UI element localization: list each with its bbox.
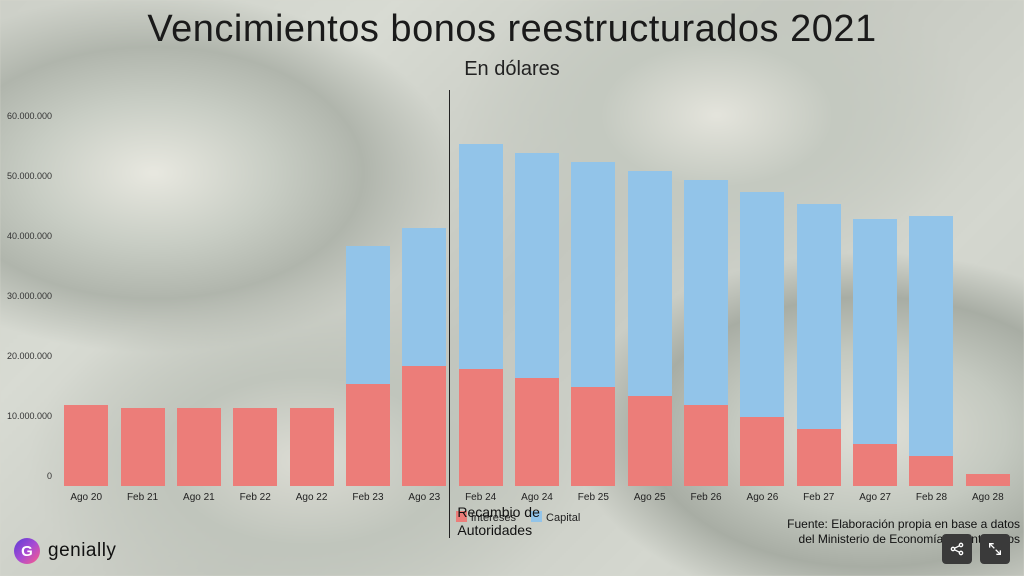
bar-slot [909,90,953,486]
genially-logo[interactable]: G genially [14,538,116,564]
chart-subtitle: En dólares [0,58,1024,81]
bar-segment-intereses [571,387,615,486]
bar-segment-intereses [233,408,277,486]
logo-text: genially [48,540,116,562]
bar-slot [346,90,390,486]
x-tick-label: Ago 23 [408,492,440,503]
bar-segment-capital [571,162,615,387]
y-tick-label: 30.000.000 [0,291,52,301]
x-tick-label: Ago 24 [521,492,553,503]
bar-segment-intereses [628,396,672,486]
x-tick-label: Feb 24 [465,492,496,503]
bar-slot [853,90,897,486]
x-tick-label: Ago 26 [747,492,779,503]
x-tick-label: Feb 22 [240,492,271,503]
bar-segment-intereses [121,408,165,486]
bar-segment-capital [346,246,390,384]
bar-segment-intereses [290,408,334,486]
x-tick-label: Ago 27 [859,492,891,503]
y-tick-label: 60.000.000 [0,111,52,121]
bar-slot [233,90,277,486]
bar-segment-intereses [459,369,503,486]
bar-slot [628,90,672,486]
bar-segment-intereses [346,384,390,486]
bar-slot [515,90,559,486]
bar-slot [797,90,841,486]
bar-slot [571,90,615,486]
bar-slot [402,90,446,486]
bar-segment-capital [909,216,953,456]
x-tick-label: Ago 25 [634,492,666,503]
bar-segment-capital [459,144,503,369]
y-tick-label: 0 [0,471,52,481]
bar-slot [740,90,784,486]
x-tick-label: Feb 28 [916,492,947,503]
bar-slot [64,90,108,486]
bar-segment-capital [628,171,672,396]
y-tick-label: 40.000.000 [0,231,52,241]
chart-title: Vencimientos bonos reestructurados 2021 [0,8,1024,51]
share-button[interactable] [942,534,972,564]
bar-slot [684,90,728,486]
x-tick-label: Feb 27 [803,492,834,503]
bar-segment-capital [402,228,446,366]
bar-slot [177,90,221,486]
bar-segment-intereses [797,429,841,486]
chart-plot-area [58,90,1016,486]
bar-slot [459,90,503,486]
y-tick-label: 10.000.000 [0,411,52,421]
bar-segment-capital [853,219,897,444]
bar-segment-intereses [177,408,221,486]
y-axis: 60.000.000 50.000.000 40.000.000 30.000.000… [0,90,52,486]
bar-segment-capital [684,180,728,405]
annotation-divider [449,90,450,538]
x-tick-label: Ago 28 [972,492,1004,503]
bar-segment-intereses [64,405,108,486]
bar-segment-intereses [684,405,728,486]
bar-segment-intereses [853,444,897,486]
bar-segment-capital [797,204,841,429]
bar-segment-intereses [909,456,953,486]
y-tick-label: 20.000.000 [0,351,52,361]
fullscreen-button[interactable] [980,534,1010,564]
bar-segment-capital [740,192,784,417]
x-tick-label: Feb 21 [127,492,158,503]
annotation-label: Recambio deAutoridades [457,504,540,539]
bar-slot [290,90,334,486]
legend-label-capital: Capital [546,512,580,524]
logo-badge-icon: G [14,538,40,564]
x-tick-label: Feb 26 [690,492,721,503]
bar-slot [121,90,165,486]
x-tick-label: Ago 20 [70,492,102,503]
x-tick-label: Ago 22 [296,492,328,503]
bar-slot [966,90,1010,486]
bar-segment-intereses [515,378,559,486]
toolbar [942,534,1010,564]
bar-segment-intereses [402,366,446,486]
bar-segment-capital [515,153,559,378]
bar-segment-intereses [740,417,784,486]
bar-segment-intereses [966,474,1010,486]
y-tick-label: 50.000.000 [0,171,52,181]
share-icon [949,541,965,557]
x-tick-label: Ago 21 [183,492,215,503]
fullscreen-icon [987,541,1003,557]
x-tick-label: Feb 25 [578,492,609,503]
x-tick-label: Feb 23 [352,492,383,503]
